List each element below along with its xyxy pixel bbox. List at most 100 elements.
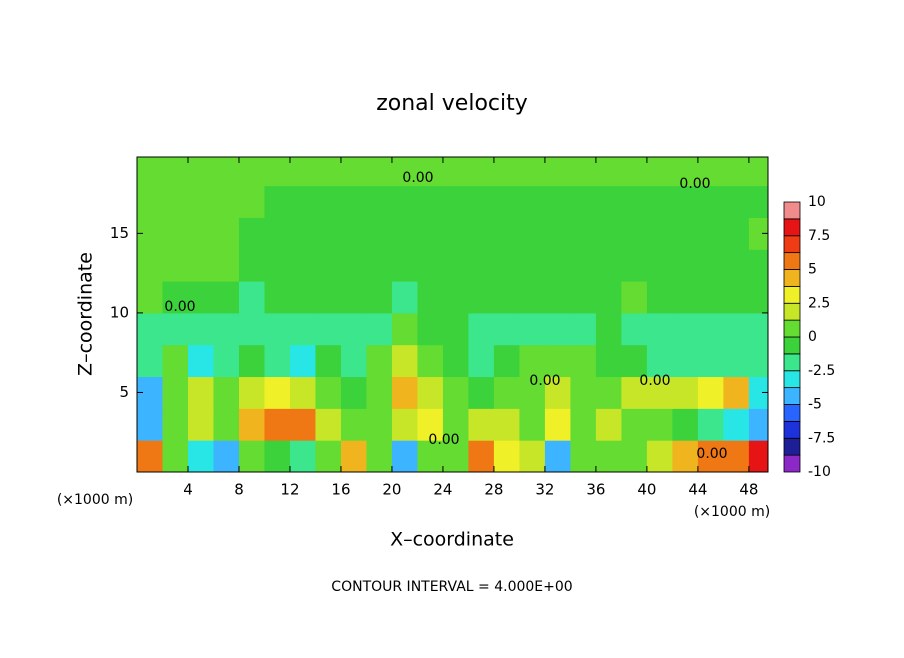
field-cell <box>646 376 673 409</box>
field-cell <box>723 157 750 187</box>
field-cell <box>570 344 597 378</box>
x-unit: (×1000 m) <box>694 504 770 520</box>
field-cell <box>672 376 699 409</box>
field-cell <box>289 312 316 346</box>
field-cell <box>264 185 291 218</box>
field-cell <box>340 440 367 473</box>
field-cell <box>646 249 673 282</box>
field-cell <box>468 185 495 218</box>
field-cell <box>315 344 342 378</box>
field-cell <box>340 344 367 378</box>
x-tick-label: 36 <box>586 481 605 499</box>
field-cell <box>697 312 724 346</box>
field-cell <box>697 376 724 409</box>
field-cell <box>442 185 469 218</box>
field-cell <box>238 185 265 218</box>
colorbar-box <box>783 285 801 304</box>
field-cell <box>264 249 291 282</box>
field-cell <box>213 376 240 409</box>
field-cell <box>672 217 699 250</box>
field-cell <box>289 440 316 473</box>
field-cell <box>621 185 648 218</box>
field-cell <box>391 249 418 282</box>
field-cell <box>417 344 444 378</box>
field-cell <box>213 440 240 473</box>
contour-label: 0.00 <box>164 299 195 315</box>
field-cell <box>213 312 240 346</box>
field-cell <box>442 376 469 409</box>
field-cell <box>723 376 750 409</box>
field-cell <box>570 440 597 473</box>
field-cell <box>137 157 163 187</box>
field-cell <box>162 185 189 218</box>
field-cell <box>315 408 342 441</box>
field-cell <box>238 440 265 473</box>
x-tick-label: 40 <box>637 481 656 499</box>
field-cell <box>417 408 444 441</box>
field-cell <box>366 185 393 218</box>
field-cell <box>213 157 240 187</box>
field-cell <box>213 281 240 314</box>
x-tick-label: 16 <box>331 481 350 499</box>
field-cell <box>519 312 546 346</box>
field-cell <box>570 249 597 282</box>
field-cell <box>442 312 469 346</box>
contour-label: 0.00 <box>529 373 560 389</box>
y-unit: (×1000 m) <box>57 492 133 508</box>
field-cell <box>519 376 546 409</box>
field-cell <box>442 217 469 250</box>
colorbar-box <box>783 252 801 270</box>
field-cell <box>595 185 622 218</box>
field-cell <box>238 376 265 409</box>
field-cell <box>748 376 769 409</box>
field-cell <box>264 376 291 409</box>
colorbar-label: 10 <box>808 194 826 210</box>
colorbar-box <box>783 302 801 321</box>
field <box>137 157 769 473</box>
field-cell <box>442 157 469 187</box>
field-cell <box>468 376 495 409</box>
field-cell <box>595 376 622 409</box>
field-cell <box>646 185 673 218</box>
field-cell <box>417 157 444 187</box>
field-cell <box>187 408 214 441</box>
field-cell <box>595 408 622 441</box>
field-cell <box>315 312 342 346</box>
field-cell <box>468 344 495 378</box>
field-cell <box>391 344 418 378</box>
colorbar-box <box>783 454 801 473</box>
field-cell <box>137 249 163 282</box>
plot-frame <box>136 156 769 473</box>
colorbar-label: 5 <box>808 262 817 278</box>
field-cell <box>723 408 750 441</box>
field-cell <box>748 217 769 250</box>
field-cell <box>366 376 393 409</box>
field-cell <box>340 408 367 441</box>
field-cell <box>162 249 189 282</box>
field-cell <box>213 408 240 441</box>
field-cell <box>595 281 622 314</box>
field-cell <box>366 157 393 187</box>
field-cell <box>187 312 214 346</box>
field-cell <box>748 344 769 378</box>
y-tick-label: 10 <box>110 303 129 321</box>
field-cell <box>366 440 393 473</box>
field-cell <box>519 440 546 473</box>
field-cell <box>646 408 673 441</box>
field-cell <box>162 440 189 473</box>
colorbar-box <box>783 336 801 355</box>
contour-label: 0.00 <box>679 176 710 192</box>
field-cell <box>315 281 342 314</box>
field-cell <box>672 249 699 282</box>
field-cell <box>340 312 367 346</box>
y-tick-label: 15 <box>110 224 129 242</box>
colorbar-label: -7.5 <box>808 430 835 446</box>
field-cell <box>468 281 495 314</box>
field-cell <box>238 249 265 282</box>
colorbar-label: -5 <box>808 397 822 413</box>
field-cell <box>646 281 673 314</box>
field-cell <box>137 440 163 473</box>
colorbar-box <box>783 235 801 254</box>
field-cell <box>748 408 769 441</box>
field-cell <box>213 217 240 250</box>
